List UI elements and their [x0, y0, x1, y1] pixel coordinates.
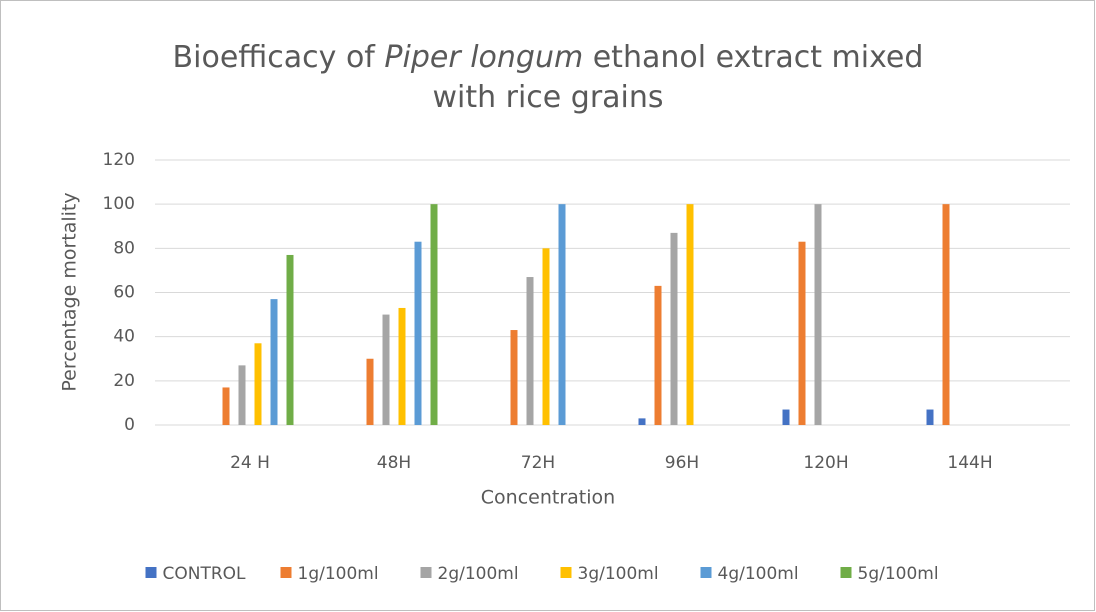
bar [782, 409, 790, 425]
x-tick-label: 96H [665, 453, 699, 473]
bar [382, 314, 390, 425]
bar [286, 254, 294, 425]
legend-swatch [840, 567, 852, 578]
legend-swatch [420, 567, 432, 578]
legend-swatch [280, 567, 292, 578]
x-tick-label: 48H [377, 453, 411, 473]
x-tick-label: 144H [947, 453, 992, 473]
legend-label: 4g/100ml [718, 564, 799, 584]
title-part: Bioefficacy of [173, 40, 385, 75]
bar [270, 299, 278, 425]
bar [686, 204, 694, 425]
bar [942, 204, 950, 425]
bar [366, 358, 374, 425]
bar [654, 285, 662, 425]
y-tick-label: 80 [113, 238, 135, 258]
x-tick-label: 120H [803, 453, 848, 473]
title-part: with rice grains [432, 80, 663, 115]
bar [670, 232, 678, 425]
bar [222, 387, 230, 425]
y-tick-label: 40 [113, 327, 135, 347]
legend-label: 1g/100ml [298, 564, 379, 584]
bar [542, 248, 550, 425]
title-part: ethanol extract mixed [583, 40, 923, 75]
bar [430, 204, 438, 425]
legend-label: 3g/100ml [578, 564, 659, 584]
bar [526, 277, 534, 425]
bar [510, 330, 518, 425]
chart-title: Bioefficacy of Piper longum ethanol extr… [173, 40, 924, 115]
legend-swatch [145, 567, 157, 578]
y-axis-label: Percentage mortality [59, 192, 81, 391]
bar [558, 204, 566, 425]
bar [414, 241, 422, 425]
bar [254, 343, 262, 425]
y-tick-label: 120 [103, 150, 135, 170]
legend-swatch [560, 567, 572, 578]
y-tick-label: 0 [124, 415, 135, 435]
bar [926, 409, 934, 425]
y-tick-label: 20 [113, 371, 135, 391]
bar [638, 418, 646, 425]
bar [798, 241, 806, 425]
x-tick-label: 24 H [230, 453, 270, 473]
bar [814, 204, 822, 425]
x-axis-label: Concentration [481, 487, 615, 509]
y-tick-label: 100 [103, 194, 135, 214]
title-part: Piper longum [384, 40, 583, 75]
legend-label: 5g/100ml [858, 564, 939, 584]
legend-label: 2g/100ml [438, 564, 519, 584]
bar [398, 307, 406, 425]
y-tick-label: 60 [113, 283, 135, 303]
bar [238, 365, 246, 425]
x-tick-label: 72H [521, 453, 555, 473]
legend-label: CONTROL [163, 564, 247, 584]
legend-swatch [700, 567, 712, 578]
